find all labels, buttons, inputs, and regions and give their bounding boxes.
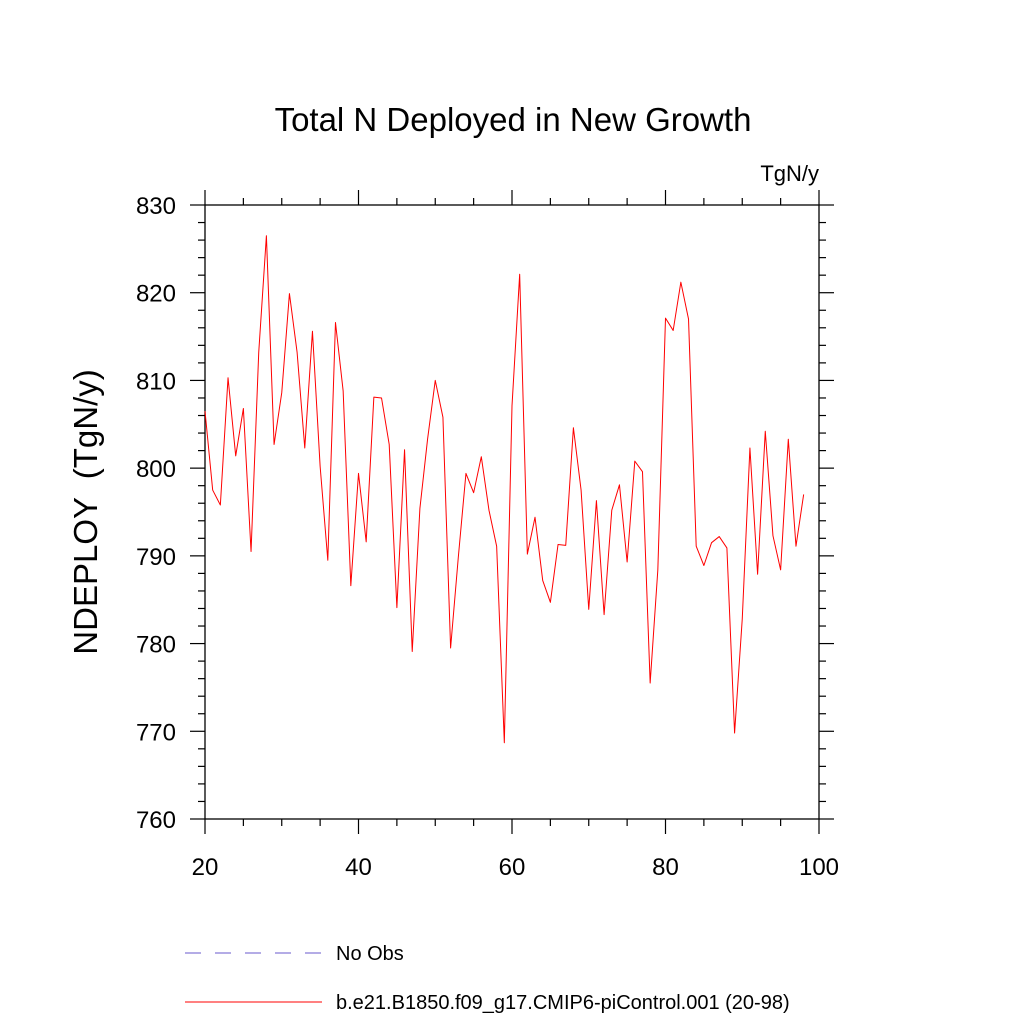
x-axis-ticks [204, 190, 820, 834]
legend: No Obs b.e21.B1850.f09_g17.CMIP6-piContr… [185, 943, 790, 1014]
series-line [204, 235, 805, 744]
x-tick-label: 40 [345, 854, 372, 881]
x-tick-label: 20 [192, 854, 219, 881]
y-axis-tick-labels: 760 770 780 790 800 810 820 830 [136, 193, 176, 834]
y-tick-label: 790 [136, 544, 176, 571]
y-tick-label: 810 [136, 368, 176, 395]
y-tick-label: 800 [136, 456, 176, 483]
y-axis-label: NDEPLOY (TgN/y) [67, 369, 104, 654]
y-tick-label: 820 [136, 281, 176, 308]
y-tick-label: 830 [136, 193, 176, 220]
series-layer [204, 235, 805, 744]
chart-title: Total N Deployed in New Growth [275, 101, 752, 138]
units-label: TgN/y [760, 161, 819, 186]
x-axis-tick-labels: 20 40 60 80 100 [192, 854, 839, 881]
legend-label-no-obs: No Obs [336, 943, 404, 965]
x-tick-label: 60 [499, 854, 526, 881]
plot-frame [204, 204, 820, 820]
y-tick-label: 760 [136, 807, 176, 834]
x-tick-label: 80 [652, 854, 679, 881]
y-axis-ticks [190, 204, 834, 820]
x-tick-label: 100 [799, 854, 839, 881]
legend-label-picontrol: b.e21.B1850.f09_g17.CMIP6-piControl.001 … [336, 992, 790, 1014]
y-tick-label: 780 [136, 632, 176, 659]
y-tick-label: 770 [136, 719, 176, 746]
